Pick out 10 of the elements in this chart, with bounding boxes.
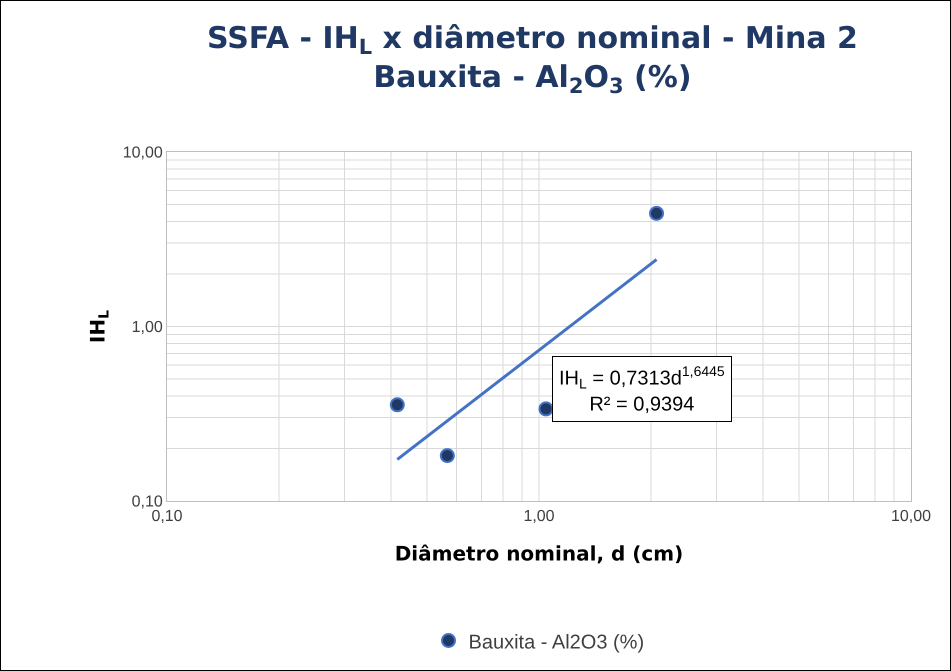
chart-title: SSFA - IH$_{L}$ x diâmetro nominal - Mina 2 Bauxita - Al$_{2}$O$_{3}$ (%) — [206, 20, 858, 98]
y-tick-label: 0,10 — [132, 494, 163, 511]
x-axis-title: Diâmetro nominal, d (cm) — [394, 542, 684, 566]
y-tick-label: 1,00 — [132, 319, 163, 336]
x-tick-label: 1,00 — [523, 508, 555, 526]
y-tick-label: 10,00 — [122, 144, 163, 162]
x-tick-label: 0,10 — [151, 508, 183, 526]
legend-label: Bauxita - Al2O3 (%) — [468, 631, 644, 654]
annotation: IH$_{L}$ = 0,7313d$^{1,6445}$ R² = 0,9394 — [559, 363, 725, 416]
x-tick-label: 10,00 — [890, 508, 932, 526]
